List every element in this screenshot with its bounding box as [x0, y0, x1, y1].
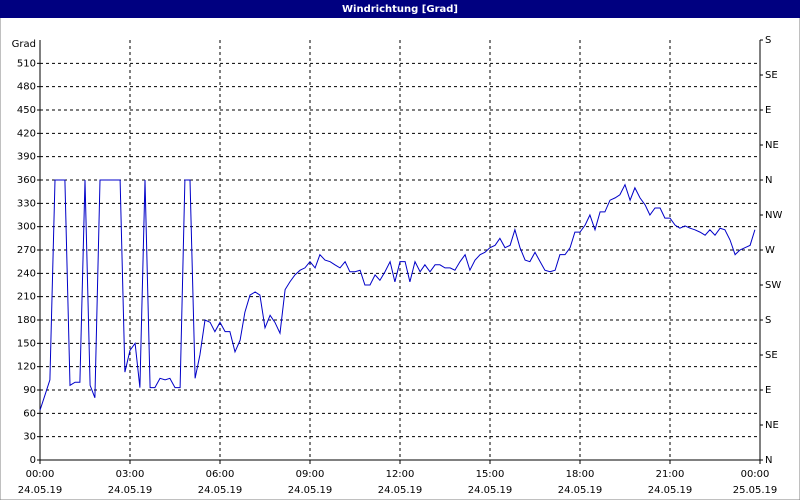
x-tick-date: 24.05.19	[18, 485, 63, 496]
x-tick-date: 24.05.19	[468, 485, 513, 496]
y-tick-label: 210	[17, 292, 36, 303]
x-tick-label: 12:00	[386, 469, 415, 480]
x-tick-label: 21:00	[656, 469, 685, 480]
y2-tick-label: S	[765, 315, 771, 326]
chart-title: Windrichtung [Grad]	[342, 4, 458, 15]
x-tick-date: 24.05.19	[558, 485, 603, 496]
y-tick-label: 0	[30, 455, 36, 466]
y-tick-label: 450	[17, 105, 36, 116]
y-tick-label: 480	[17, 82, 36, 93]
x-tick-label: 03:00	[116, 469, 145, 480]
y2-tick-label: NE	[765, 420, 779, 431]
y2-tick-label: W	[765, 245, 775, 256]
y2-tick-label: N	[765, 455, 772, 466]
data-line	[39, 179, 756, 411]
x-tick-label: 18:00	[566, 469, 595, 480]
y2-tick-label: NE	[765, 140, 779, 151]
x-tick-date: 24.05.19	[108, 485, 153, 496]
y2-tick-label: N	[765, 175, 772, 186]
y2-tick-label: SE	[765, 350, 778, 361]
y-tick-label: 420	[17, 128, 36, 139]
y-tick-label: 120	[17, 362, 36, 373]
y-tick-label: 90	[23, 385, 36, 396]
y-tick-label: 60	[23, 408, 36, 419]
x-tick-label: 00:00	[741, 469, 770, 480]
x-tick-date: 24.05.19	[378, 485, 423, 496]
y-tick-label: 360	[17, 175, 36, 186]
y-tick-label: 330	[17, 198, 36, 209]
y2-tick-label: S	[765, 35, 771, 46]
x-tick-label: 00:00	[26, 469, 55, 480]
x-tick-label: 09:00	[296, 469, 325, 480]
y2-tick-label: E	[765, 105, 771, 116]
y-tick-label: 240	[17, 268, 36, 279]
title-bar	[0, 0, 800, 18]
y2-tick-label: E	[765, 385, 771, 396]
x-tick-label: 15:00	[476, 469, 505, 480]
y-tick-label: 300	[17, 222, 36, 233]
x-tick-label: 06:00	[206, 469, 235, 480]
x-tick-date: 24.05.19	[288, 485, 333, 496]
y-tick-label: 510	[17, 58, 36, 69]
y2-tick-label: SW	[765, 280, 781, 291]
x-tick-date: 24.05.19	[198, 485, 243, 496]
x-tick-date: 25.05.19	[733, 485, 778, 496]
y2-tick-label: NW	[765, 210, 782, 221]
y2-tick-label: SE	[765, 70, 778, 81]
y-axis-label: Grad	[12, 39, 36, 50]
x-tick-date: 24.05.19	[648, 485, 693, 496]
y-tick-label: 270	[17, 245, 36, 256]
y-tick-label: 30	[23, 432, 36, 443]
y-tick-label: 390	[17, 152, 36, 163]
y-tick-label: 180	[17, 315, 36, 326]
y-tick-label: 150	[17, 338, 36, 349]
